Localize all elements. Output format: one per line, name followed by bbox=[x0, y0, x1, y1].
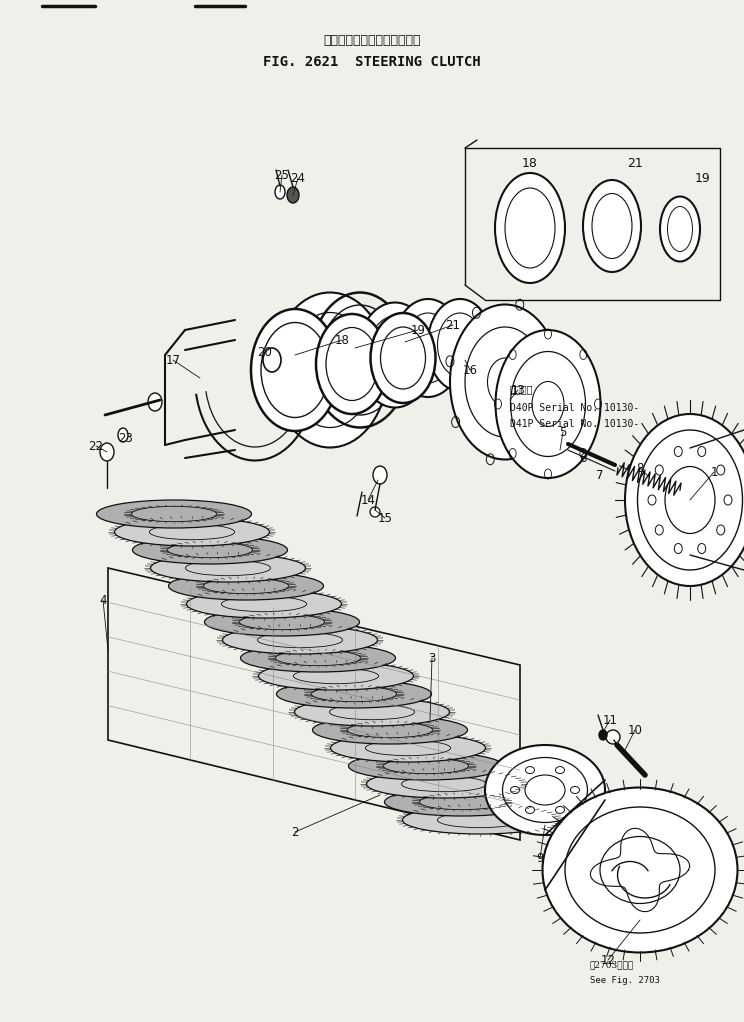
Ellipse shape bbox=[606, 730, 620, 744]
Ellipse shape bbox=[263, 349, 281, 372]
Ellipse shape bbox=[148, 393, 162, 411]
Ellipse shape bbox=[287, 187, 299, 203]
Ellipse shape bbox=[295, 698, 449, 726]
Ellipse shape bbox=[583, 180, 641, 272]
Text: 16: 16 bbox=[463, 364, 478, 376]
Text: 22: 22 bbox=[89, 439, 103, 453]
Text: 5: 5 bbox=[559, 425, 567, 438]
Text: ステアリング　クラッチ＾＾: ステアリング クラッチ＾＾ bbox=[323, 34, 421, 46]
Text: 23: 23 bbox=[118, 431, 133, 445]
Ellipse shape bbox=[100, 443, 114, 461]
Text: 8: 8 bbox=[636, 462, 644, 474]
Ellipse shape bbox=[371, 313, 435, 403]
Text: 3: 3 bbox=[429, 651, 436, 664]
Text: 10: 10 bbox=[627, 724, 642, 737]
Text: FIG. 2621  STEERING CLUTCH: FIG. 2621 STEERING CLUTCH bbox=[263, 55, 481, 69]
Text: 1: 1 bbox=[711, 465, 718, 478]
Ellipse shape bbox=[450, 305, 560, 460]
Ellipse shape bbox=[205, 608, 359, 636]
Text: 19: 19 bbox=[695, 172, 711, 185]
Ellipse shape bbox=[373, 466, 387, 484]
Ellipse shape bbox=[367, 770, 522, 798]
Ellipse shape bbox=[348, 752, 504, 780]
Ellipse shape bbox=[251, 309, 339, 431]
Ellipse shape bbox=[428, 299, 493, 391]
Ellipse shape bbox=[599, 730, 607, 740]
Text: 適用号機: 適用号機 bbox=[510, 385, 533, 394]
Ellipse shape bbox=[385, 788, 539, 816]
Text: 9: 9 bbox=[536, 851, 544, 865]
Text: 第2703図参照: 第2703図参照 bbox=[590, 961, 634, 970]
Text: D41P Serial No. 10130-: D41P Serial No. 10130- bbox=[510, 419, 639, 429]
Text: 20: 20 bbox=[257, 345, 272, 359]
Text: 18: 18 bbox=[335, 333, 350, 346]
Ellipse shape bbox=[370, 507, 380, 517]
Ellipse shape bbox=[240, 644, 396, 672]
Text: 21: 21 bbox=[446, 319, 461, 331]
Text: 17: 17 bbox=[165, 354, 181, 367]
Ellipse shape bbox=[150, 554, 306, 582]
Ellipse shape bbox=[275, 185, 285, 199]
Ellipse shape bbox=[393, 299, 463, 397]
Text: 21: 21 bbox=[627, 156, 643, 170]
Text: 25: 25 bbox=[275, 169, 289, 182]
Ellipse shape bbox=[496, 330, 600, 478]
Text: 6: 6 bbox=[580, 452, 587, 465]
Text: 11: 11 bbox=[603, 713, 618, 727]
Text: 2: 2 bbox=[291, 826, 299, 838]
Ellipse shape bbox=[330, 734, 486, 762]
Ellipse shape bbox=[258, 662, 414, 690]
Ellipse shape bbox=[187, 590, 341, 618]
Text: See Fig. 2703: See Fig. 2703 bbox=[590, 976, 660, 984]
Ellipse shape bbox=[132, 536, 287, 564]
Text: 15: 15 bbox=[377, 511, 392, 524]
Text: 12: 12 bbox=[600, 954, 615, 967]
Ellipse shape bbox=[312, 716, 467, 744]
Ellipse shape bbox=[542, 788, 737, 953]
Ellipse shape bbox=[485, 745, 605, 835]
Ellipse shape bbox=[316, 314, 388, 414]
Ellipse shape bbox=[403, 806, 557, 834]
Ellipse shape bbox=[115, 518, 269, 546]
Text: 14: 14 bbox=[361, 494, 376, 507]
Ellipse shape bbox=[625, 414, 744, 586]
Text: 18: 18 bbox=[522, 156, 538, 170]
Ellipse shape bbox=[277, 680, 432, 708]
Text: 4: 4 bbox=[99, 594, 106, 606]
Ellipse shape bbox=[97, 500, 251, 528]
Ellipse shape bbox=[168, 572, 324, 600]
Ellipse shape bbox=[495, 173, 565, 283]
Text: 13: 13 bbox=[510, 383, 525, 397]
Text: 24: 24 bbox=[290, 172, 306, 185]
Ellipse shape bbox=[118, 428, 128, 442]
Text: 7: 7 bbox=[596, 468, 603, 481]
Ellipse shape bbox=[660, 196, 700, 262]
Ellipse shape bbox=[222, 626, 377, 654]
Text: 19: 19 bbox=[411, 324, 426, 336]
Text: D40P Serial No. 10130-: D40P Serial No. 10130- bbox=[510, 403, 639, 413]
Ellipse shape bbox=[358, 303, 432, 408]
Ellipse shape bbox=[272, 292, 388, 448]
